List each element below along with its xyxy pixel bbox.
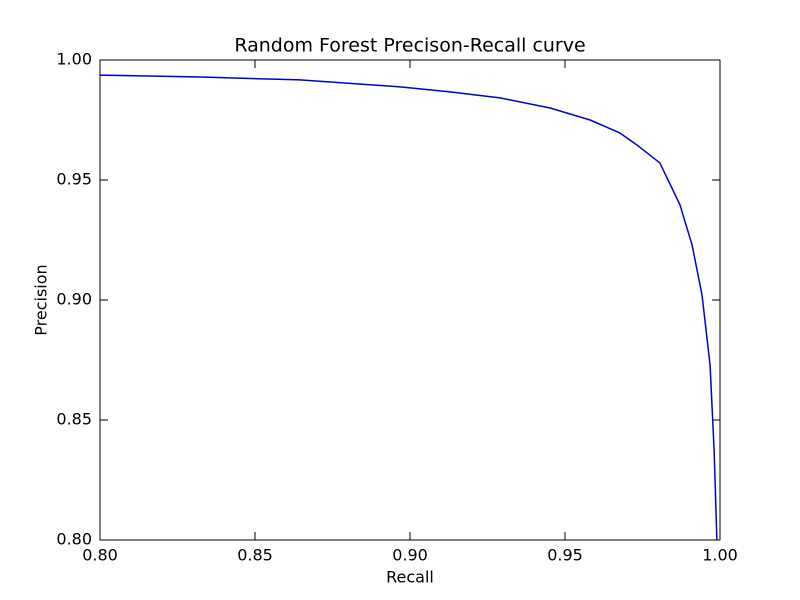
data-line [99,74,718,541]
y-tick-label: 0.80 [56,530,92,549]
x-tick-label: 0.95 [547,546,583,565]
plot-frame [99,59,721,541]
y-axis-label: Precision [32,264,51,335]
y-tick-label: 0.85 [56,410,92,429]
y-tick-label: 0.90 [56,290,92,309]
x-tick-label: 0.85 [237,546,273,565]
y-tick-label: 1.00 [56,50,92,69]
x-tick-label: 0.80 [82,546,118,565]
x-axis-label: Recall [386,568,434,587]
chart-title: Random Forest Precison-Recall curve [234,35,585,57]
x-tick-label: 1.00 [702,546,738,565]
x-tick-label: 0.90 [392,546,428,565]
y-tick-label: 0.95 [56,170,92,189]
